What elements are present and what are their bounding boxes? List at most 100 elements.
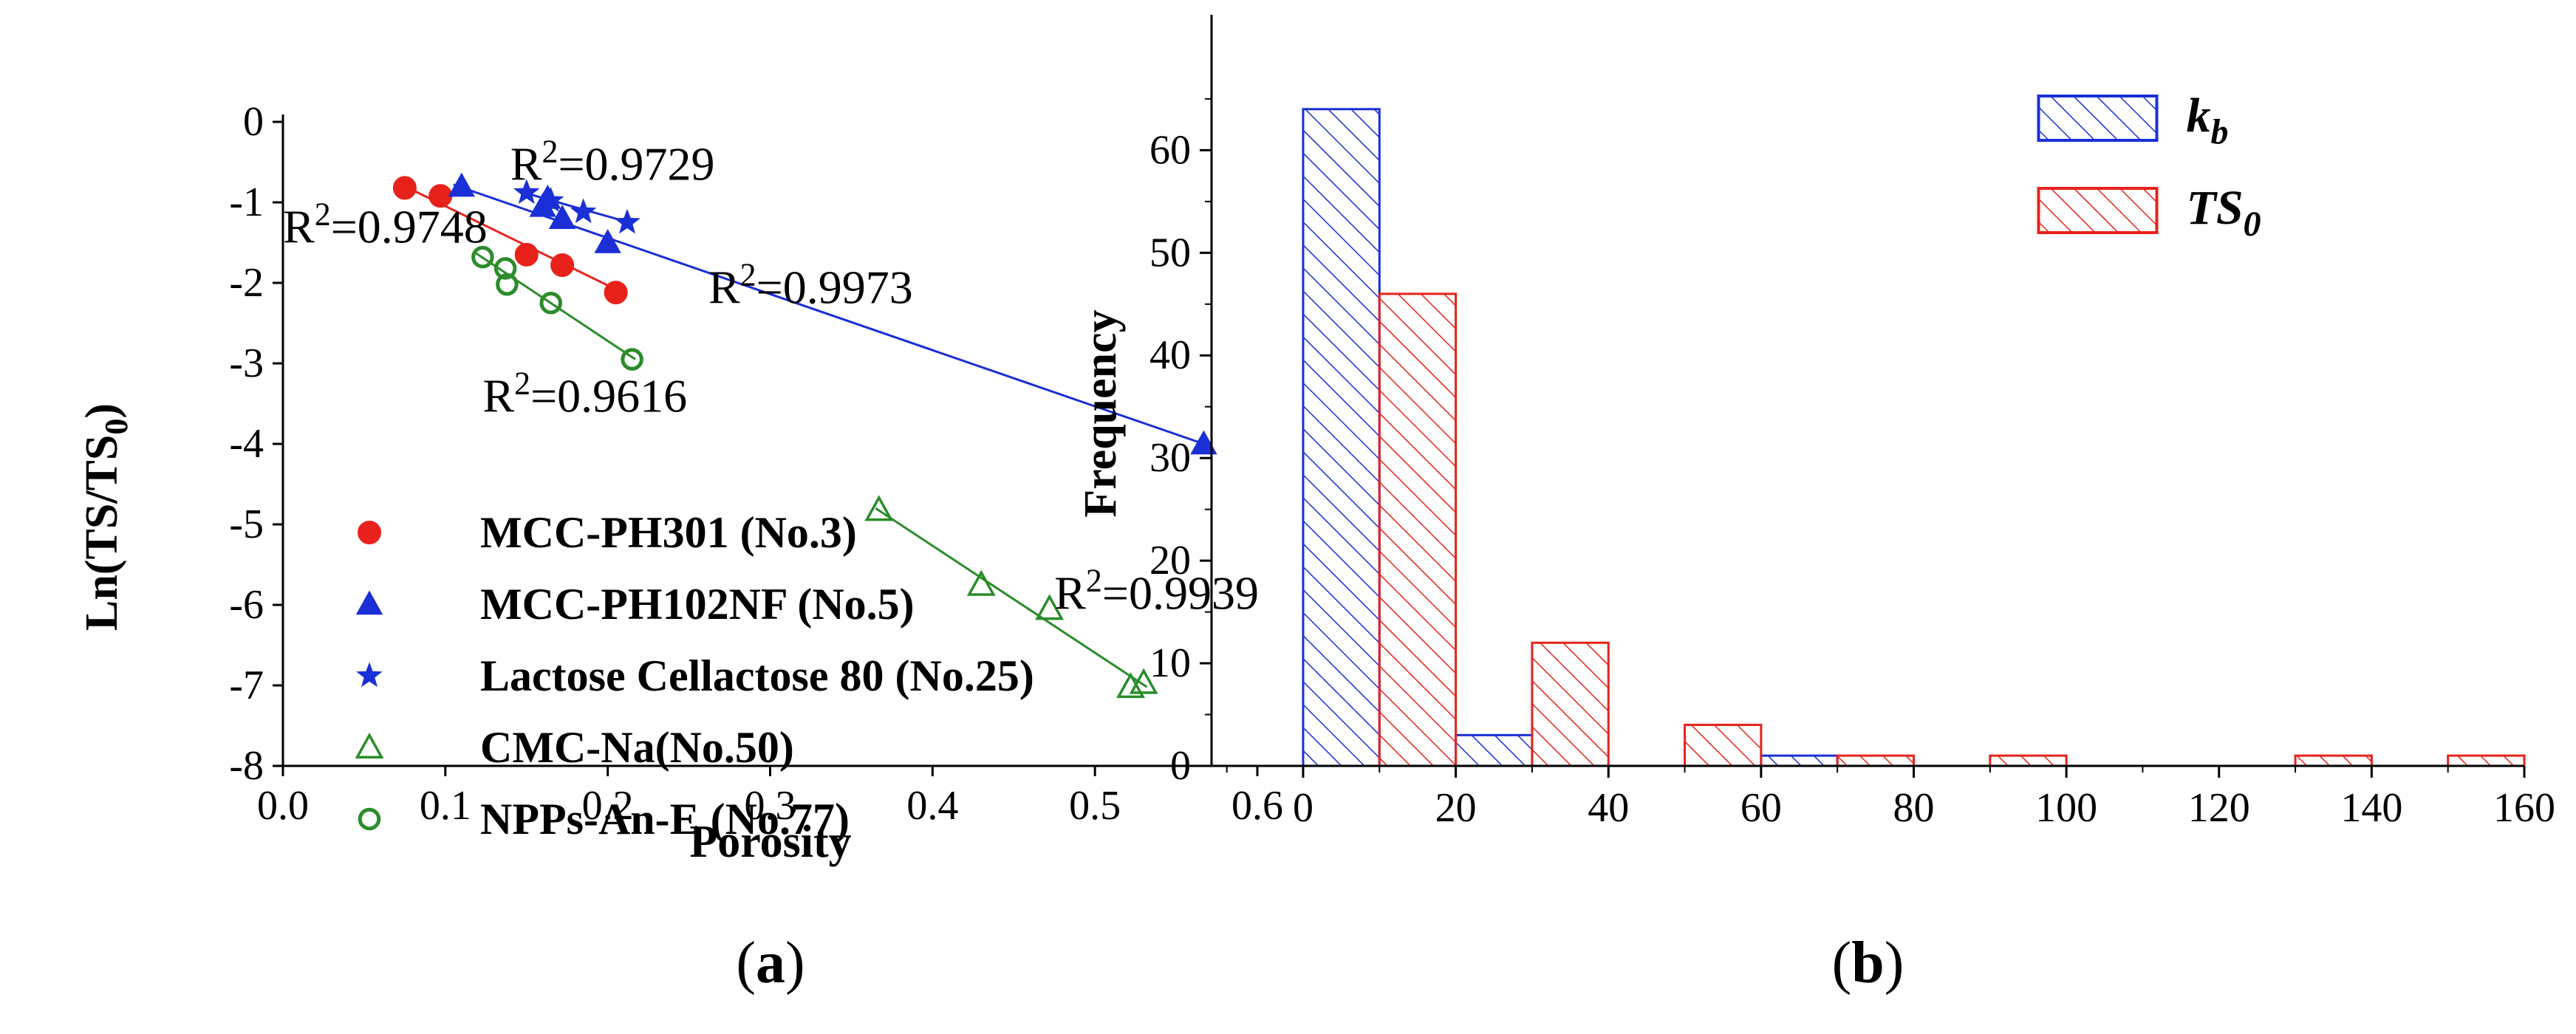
data-point-npps-an-e-no-77 xyxy=(493,257,517,280)
histogram-bar-kb xyxy=(1760,754,1839,767)
panel-a-y-tick-label: -5 xyxy=(229,501,264,547)
panel-a-y-axis-label-main: Ln(TS/TS xyxy=(77,435,127,631)
data-point-cmc-na-no-50 xyxy=(864,495,894,521)
panel-b-x-tick-label: 140 xyxy=(2340,785,2402,831)
panel-a-y-tick-label: -4 xyxy=(229,421,264,467)
legend-marker xyxy=(356,662,383,688)
legend-label-base: k xyxy=(2187,89,2211,143)
panel-a-y-axis-label: Ln(TS/TS0) xyxy=(77,403,134,631)
legend-marker xyxy=(358,521,381,544)
panel-a-x-tick-label: 0.6 xyxy=(1231,783,1283,829)
panel-a-legend: MCC-PH301 (No.3) MCC-PH102NF (No.5) Lactos… xyxy=(355,508,1034,843)
legend-marker xyxy=(355,732,384,759)
fit-line-cmc-na-no-50 xyxy=(875,507,1148,688)
panel-b-axes xyxy=(1200,15,2526,778)
panel-b-y-tick-label: 10 xyxy=(1149,640,1191,686)
panel-a-tick-labels: 0.0 0.1 0.2 0.3 0.4 0.5 0.6 0 -1 -2 -3 -4 -5 -6 -7 -8 xyxy=(229,99,1283,829)
r-squared-value: =0.9616 xyxy=(530,369,687,422)
r-squared-superscript: 2 xyxy=(1086,562,1102,598)
panel-a-x-tick-label: 0.5 xyxy=(1069,783,1121,829)
r-squared-superscript: 2 xyxy=(541,133,558,169)
r-squared-annotation: R2=0.9939 xyxy=(1054,562,1259,619)
panel-a-y-tick-label: -1 xyxy=(229,179,264,225)
r-squared-base: R xyxy=(283,201,315,253)
panel-a-chart: 0.0 0.1 0.2 0.3 0.4 0.5 0.6 0 -1 -2 -3 -4 -5 -6 -7 -8 R… xyxy=(77,99,1283,996)
panel-b-x-tick-label: 60 xyxy=(1740,785,1782,831)
panel-b-bars xyxy=(1302,108,2526,767)
data-point-npps-an-e-no-77 xyxy=(539,292,562,315)
histogram-bar-ts0 xyxy=(1989,754,2068,767)
data-point-npps-an-e-no-77 xyxy=(471,245,494,269)
data-point-lactose-cellactose-80-no-25 xyxy=(537,187,564,212)
legend-label: TS0 xyxy=(2187,181,2261,244)
r-squared-superscript: 2 xyxy=(315,196,331,233)
panel-a-y-tick-label: -6 xyxy=(229,582,264,628)
r-squared-annotation: R2=0.9748 xyxy=(283,196,488,253)
legend-label: MCC-PH102NF (No.5) xyxy=(480,580,915,629)
panel-a-y-tick-label: -2 xyxy=(229,260,264,306)
data-point-mcc-ph102nf-no-5 xyxy=(1190,430,1217,455)
legend-label-base: TS xyxy=(2187,181,2244,235)
panel-a-x-tick-label: 0.0 xyxy=(257,783,309,829)
panel-b-x-tick-label: 40 xyxy=(1588,785,1629,831)
legend-label: CMC-Na(No.50) xyxy=(480,723,794,772)
data-point-cmc-na-no-50 xyxy=(1129,668,1158,694)
histogram-bar-ts0 xyxy=(2294,754,2373,767)
panel-b-y-tick-label: 40 xyxy=(1149,332,1191,378)
histogram-bar-ts0 xyxy=(1836,754,1915,767)
data-point-mcc-ph301-no-3 xyxy=(550,253,575,278)
panel-b-y-tick-label: 50 xyxy=(1149,230,1191,275)
panel-b-x-tick-label: 80 xyxy=(1893,785,1934,831)
r-squared-value: =0.9973 xyxy=(756,261,913,313)
panel-a-x-tick-label: 0.2 xyxy=(582,783,634,829)
panel-b-label-letter: b xyxy=(1851,931,1885,996)
panel-b-label-close: ) xyxy=(1885,931,1904,996)
data-point-npps-an-e-no-77 xyxy=(496,273,519,296)
panel-b-x-tick-label: 120 xyxy=(2188,785,2250,831)
r-squared-base: R xyxy=(1054,566,1086,619)
histogram-bar-ts0 xyxy=(1378,292,1458,767)
panel-b-y-tick-label: 60 xyxy=(1149,127,1191,173)
fit-line-npps-an-e-no-77 xyxy=(474,251,636,360)
r-squared-annotation: R2=0.9616 xyxy=(482,365,687,422)
data-point-lactose-cellactose-80-no-25 xyxy=(513,179,540,205)
panel-b-y-axis-label: Frequency xyxy=(1076,309,1126,517)
legend-label: Lactose Cellactose 80 (No.25) xyxy=(480,651,1034,700)
panel-b-x-tick-label: 160 xyxy=(2493,785,2555,831)
panel-a-label-letter: a xyxy=(756,931,785,996)
data-point-mcc-ph301-no-3 xyxy=(392,176,417,200)
panel-a-axes xyxy=(273,114,1259,776)
panel-a-x-axis-label: Porosity xyxy=(689,817,851,867)
r-squared-base: R xyxy=(510,137,542,190)
panel-a-label-open: ( xyxy=(736,931,756,996)
histogram-bar-kb xyxy=(1455,733,1534,767)
r-squared-superscript: 2 xyxy=(514,365,530,401)
panel-b-y-tick-label: 20 xyxy=(1149,538,1191,583)
panel-a-x-tick-label: 0.4 xyxy=(906,783,958,829)
panel-b-label: (b) xyxy=(1832,931,1904,996)
legend-swatch xyxy=(2037,95,2159,142)
panel-a-y-tick-label: -7 xyxy=(229,662,264,708)
panel-b-label-open: ( xyxy=(1832,931,1852,996)
panel-a-annotations: R2=0.9729R2=0.9748R2=0.9973R2=0.9616R2=0… xyxy=(283,133,1259,619)
r-squared-superscript: 2 xyxy=(740,256,756,292)
panel-b-x-tick-label: 0 xyxy=(1293,785,1313,831)
panel-a-x-tick-label: 0.1 xyxy=(420,783,471,829)
panel-b-x-tick-label: 20 xyxy=(1435,785,1477,831)
legend-marker xyxy=(358,807,381,831)
histogram-bar-kb xyxy=(1302,108,1381,767)
r-squared-value: =0.9748 xyxy=(331,201,488,253)
panel-b-x-tick-label: 100 xyxy=(2035,785,2097,831)
panel-b-legend: kb TS0 xyxy=(2037,89,2261,244)
fit-line-lactose-cellactose-80-no-25 xyxy=(518,190,633,225)
histogram-bar-ts0 xyxy=(1684,723,1763,767)
data-point-lactose-cellactose-80-no-25 xyxy=(570,198,597,224)
r-squared-value: =0.9729 xyxy=(558,137,714,190)
legend-label-subscript: b xyxy=(2211,112,2229,151)
panel-a-label-close: ) xyxy=(785,931,805,996)
data-point-mcc-ph102nf-no-5 xyxy=(548,205,576,229)
panel-a-y-tick-label: -8 xyxy=(229,743,264,789)
panel-a-y-axis-label-close: ) xyxy=(77,403,127,419)
